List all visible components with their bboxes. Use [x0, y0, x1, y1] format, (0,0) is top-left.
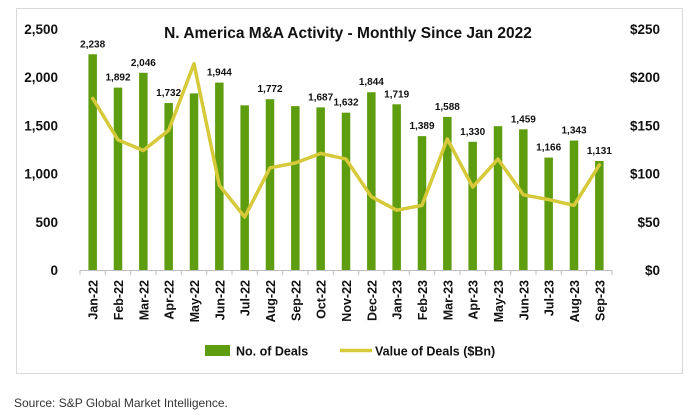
bar-deals [519, 129, 528, 270]
x-axis-category-label: Jun-23 [517, 280, 531, 320]
right-axis-tick-label: $50 [637, 215, 660, 230]
bar-deals [392, 104, 401, 271]
bar-deals [240, 105, 249, 270]
x-axis-category-label: Jul-23 [543, 280, 557, 316]
bar-data-label: 1,588 [435, 102, 460, 113]
right-axis-tick-label: $200 [630, 70, 660, 85]
left-axis-tick-label: 1,000 [24, 167, 58, 182]
x-axis-category-label: Sep-22 [289, 280, 303, 321]
left-axis-tick-label: 0 [50, 263, 58, 278]
bar-deals [265, 99, 275, 270]
legend-swatch-deals [205, 345, 230, 356]
left-axis-tick-label: 500 [35, 215, 58, 230]
x-axis-category-label: Mar-23 [441, 280, 455, 320]
bar-data-label: 1,632 [333, 98, 358, 109]
x-axis-category-label: Nov-22 [340, 280, 354, 322]
chart-title: N. America M&A Activity - Monthly Since … [164, 25, 532, 42]
bar-deals [367, 92, 376, 270]
x-axis-category-label: Jul-22 [239, 280, 253, 316]
x-axis-category-label: Aug-22 [264, 280, 278, 322]
bar-deals [544, 157, 553, 270]
bar-data-label: 1,844 [359, 77, 384, 88]
legend-label-deals: No. of Deals [236, 345, 308, 359]
bar-deals [291, 106, 300, 271]
right-axis-tick-label: $150 [630, 118, 660, 133]
source-note: Source: S&P Global Market Intelligence. [14, 396, 228, 410]
bar-data-label: 1,687 [308, 92, 333, 103]
bar-data-label: 2,238 [80, 39, 105, 50]
left-axis-tick-label: 2,000 [24, 70, 58, 85]
x-axis-category-label: Apr-22 [163, 280, 177, 320]
bar-deals [215, 82, 224, 271]
left-axis-tick-label: 1,500 [24, 118, 58, 133]
bar-deals [443, 116, 452, 270]
right-axis-tick-label: $250 [630, 22, 660, 37]
x-axis-category-label: Apr-23 [467, 280, 481, 320]
line-value-of-deals [90, 61, 602, 219]
bar-data-label: 1,772 [257, 84, 282, 95]
bar-deals [139, 72, 148, 271]
x-axis-category-label: Jan-22 [87, 280, 101, 320]
bar-deals [88, 54, 97, 270]
bar-data-label: 2,046 [131, 58, 156, 69]
right-axis-tick-label: $0 [645, 263, 660, 278]
bar-deals [164, 103, 173, 270]
bar-data-label: 1,459 [511, 114, 536, 125]
bar-data-label: 1,330 [460, 127, 485, 138]
bar-data-label: 1,389 [409, 121, 434, 132]
bar-data-label: 1,166 [536, 143, 561, 154]
left-axis-tick-label: 2,500 [24, 22, 58, 37]
x-axis-category-label: Sep-23 [593, 280, 607, 321]
right-axis-tick-label: $100 [630, 167, 660, 182]
x-axis-category-label: May-23 [492, 280, 506, 322]
x-axis-category-label: Mar-22 [137, 280, 151, 320]
x-axis-category-label: Dec-22 [365, 280, 379, 321]
x-axis-category-label: Oct-22 [315, 280, 329, 319]
bar-data-label: 1,131 [587, 146, 612, 157]
bar-data-label: 1,944 [207, 68, 232, 79]
x-axis-category-label: Feb-23 [416, 280, 430, 320]
bar-deals [468, 141, 477, 270]
legend: No. of Deals Value of Deals ($Bn) [205, 345, 495, 359]
bar-deals [341, 112, 351, 270]
bar-deals [316, 107, 325, 270]
bar-deals [595, 160, 604, 270]
bar-deals [493, 126, 503, 270]
bar-deals [189, 93, 199, 270]
x-axis-category-label: Aug-23 [568, 280, 582, 322]
bar-data-label: 1,732 [156, 88, 181, 99]
x-axis-category-label: Jun-22 [213, 280, 227, 320]
x-axis-category-label: May-22 [188, 280, 202, 322]
bar-deals [113, 87, 123, 270]
bar-data-label: 1,343 [561, 126, 586, 137]
bar-data-label: 1,892 [105, 73, 130, 84]
x-axis-category-label: Jan-23 [391, 280, 405, 320]
x-axis-category-label: Feb-22 [112, 280, 126, 320]
bar-data-label: 1,719 [384, 89, 409, 100]
legend-label-value: Value of Deals ($Bn) [375, 345, 495, 359]
